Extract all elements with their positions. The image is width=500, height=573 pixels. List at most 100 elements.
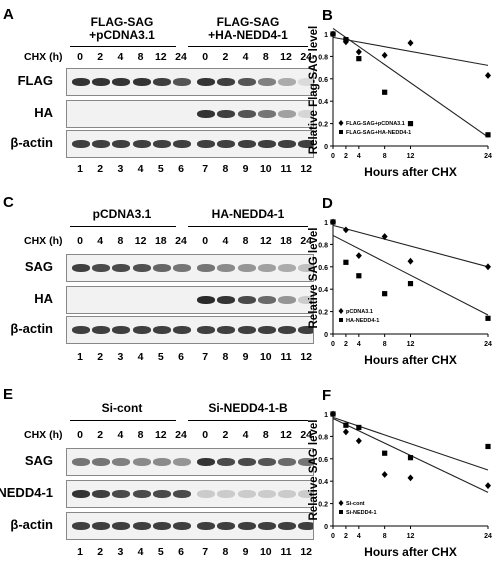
data-point-square [382, 291, 388, 297]
blot-strip [66, 480, 314, 508]
legend-marker-diamond [338, 500, 344, 506]
blot-band [278, 490, 296, 498]
data-point-diamond [381, 471, 388, 478]
y-tick-label: 0.6 [318, 265, 328, 272]
blot-band [132, 490, 151, 498]
lane-number: 11 [280, 163, 292, 175]
timepoint-label: 4 [117, 51, 124, 63]
chx-label: CHX (h) [24, 235, 63, 247]
legend-entry: Si-NEDD4-1 [346, 510, 377, 516]
lane-number: 4 [137, 351, 144, 363]
x-tick-label: 4 [357, 533, 361, 540]
blot-band [197, 522, 216, 530]
blot-band [72, 78, 90, 86]
data-point-square [485, 132, 491, 138]
y-tick-label: 0.6 [318, 457, 328, 464]
data-point-square [382, 89, 388, 95]
lane-number: 1 [77, 546, 83, 558]
data-point-square [485, 315, 491, 321]
blot-band [72, 490, 90, 498]
data-point-square [485, 443, 491, 450]
timepoint-label: 8 [262, 51, 269, 63]
blot-band [278, 110, 296, 118]
blot-band [173, 522, 191, 530]
data-point-diamond [342, 428, 349, 436]
lane-number: 12 [300, 163, 313, 175]
data-point-diamond [407, 257, 414, 265]
blot-band [257, 458, 276, 466]
lane-number: 4 [137, 546, 144, 558]
blot-band [72, 326, 90, 334]
lane-number: 7 [202, 546, 209, 558]
blot-band [197, 458, 216, 466]
timepoint-label: 8 [137, 429, 144, 441]
blot-band [197, 110, 216, 118]
blot-band [152, 264, 171, 272]
lane-number: 6 [178, 351, 184, 363]
timepoint-label: 24 [175, 235, 187, 247]
timepoint-label: 0 [77, 235, 83, 247]
blot-band [278, 522, 296, 530]
blot-band [237, 326, 256, 334]
panel-label: E [3, 386, 14, 403]
legend-entry: HA-NEDD4-1 [346, 318, 379, 324]
lane-number: 1 [77, 163, 83, 175]
blot-band [257, 296, 276, 304]
blot-band [132, 140, 151, 148]
blot-band [298, 326, 313, 334]
timepoint-label: 0 [77, 51, 83, 63]
blot-band [298, 264, 313, 272]
y-tick-label: 0.2 [318, 310, 328, 317]
data-point-square [356, 273, 362, 279]
blot-band [92, 140, 111, 148]
x-tick-label: 8 [383, 153, 387, 160]
y-tick-label: 0 [324, 524, 328, 531]
legend-marker-square [339, 130, 343, 134]
lane-number: 11 [280, 546, 292, 558]
blot-band [132, 326, 151, 334]
blot-band [173, 326, 191, 334]
lane-number: 5 [157, 163, 164, 175]
data-point-diamond [381, 233, 388, 240]
blot-band [278, 78, 296, 86]
blot-band [132, 522, 151, 530]
blot-band [237, 110, 256, 118]
y-tick-label: 0 [324, 144, 328, 151]
condition-underline [188, 46, 308, 47]
y-tick-label: 0.8 [318, 54, 328, 61]
blot-band [173, 458, 191, 466]
blot-band [92, 326, 111, 334]
blot-band [278, 264, 296, 272]
blot-band [298, 78, 313, 86]
x-tick-label: 8 [383, 341, 387, 348]
blot-band [173, 140, 191, 148]
legend-marker-diamond [338, 120, 344, 126]
blot-band [112, 522, 131, 530]
timepoint-label: 0 [202, 51, 209, 63]
condition-label-left: pCDNA3.1 [92, 207, 152, 221]
data-point-diamond [407, 39, 414, 47]
condition-underline [188, 226, 308, 227]
blot-band [237, 78, 256, 86]
x-axis-title: Hours after CHX [364, 545, 457, 559]
condition-underline [70, 420, 176, 421]
panel-a: A FLAG-SAG +pCDNA3.1 FLAG-SAG +HA-NEDD4-… [0, 0, 500, 190]
blot-band [298, 458, 313, 466]
blot-band [298, 490, 313, 498]
blot-band [112, 458, 131, 466]
condition-underline [188, 420, 308, 421]
data-point-square [407, 455, 414, 461]
blot-band [237, 490, 256, 498]
condition-label-left: FLAG-SAG +pCDNA3.1 [89, 15, 155, 42]
blot-band [298, 522, 313, 530]
timepoint-label: 0 [77, 429, 83, 441]
blot-band [197, 264, 216, 272]
data-point-square [343, 259, 349, 265]
legend-entry: Si-cont [346, 501, 365, 507]
x-tick-label: 0 [331, 533, 335, 540]
blot-band [132, 78, 151, 86]
blot-band [112, 78, 131, 86]
timepoint-label: 18 [154, 235, 167, 247]
blot-band [257, 110, 276, 118]
